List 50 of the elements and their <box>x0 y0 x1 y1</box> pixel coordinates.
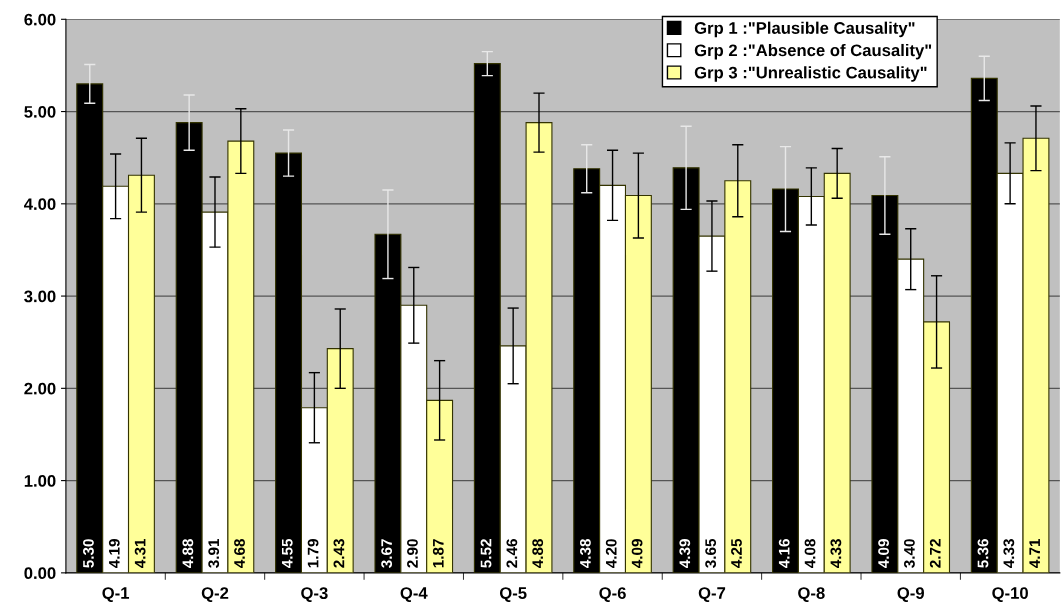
x-tick-label: Q-2 <box>201 587 229 603</box>
data-label: 5.36 <box>977 539 989 568</box>
data-label: 1.79 <box>307 539 319 568</box>
data-label: 4.55 <box>281 538 293 569</box>
x-tick-label: Q-4 <box>400 587 428 603</box>
x-tick-label: Q-1 <box>102 587 130 603</box>
data-label: 4.88 <box>532 538 544 569</box>
data-label: 4.31 <box>134 538 146 569</box>
data-label: 1.87 <box>432 539 444 568</box>
data-label: 3.65 <box>705 538 717 568</box>
data-label: 3.91 <box>208 538 220 568</box>
data-label: 5.52 <box>480 539 492 568</box>
data-label: 4.16 <box>778 539 790 569</box>
data-label: 4.33 <box>830 539 842 569</box>
legend-label: Grp 3 :"Unrealistic Causality" <box>694 66 927 82</box>
y-tick-label: 2.00 <box>24 382 56 395</box>
x-tick-label: Q-10 <box>992 587 1028 603</box>
data-label: 4.71 <box>1029 538 1040 569</box>
x-tick-label: Q-5 <box>499 587 527 603</box>
data-label: 2.90 <box>407 539 418 568</box>
data-label: 4.68 <box>234 538 245 569</box>
data-label: 2.46 <box>506 539 518 568</box>
data-label: 3.67 <box>381 539 393 568</box>
data-label: 4.20 <box>605 539 617 569</box>
data-label: 4.09 <box>878 539 889 569</box>
data-label: 4.08 <box>804 538 816 569</box>
data-label: 2.43 <box>333 539 345 568</box>
legend-label: Grp 2 :"Absence of Causality" <box>694 43 932 60</box>
y-tick-label: 0.00 <box>24 567 56 580</box>
data-label: 4.38 <box>579 538 591 569</box>
y-tick-label: 5.00 <box>24 105 56 118</box>
data-label: 4.88 <box>182 538 194 569</box>
data-label: 4.09 <box>631 539 643 569</box>
data-label: 2.72 <box>929 539 941 568</box>
data-label: 4.19 <box>108 539 120 569</box>
data-label: 5.30 <box>83 539 94 568</box>
data-label: 4.39 <box>679 539 691 569</box>
data-label: 3.40 <box>904 539 915 568</box>
x-tick-label: Q-6 <box>599 587 626 603</box>
x-tick-label: Q-7 <box>698 587 726 603</box>
y-tick-label: 4.00 <box>24 198 56 211</box>
x-tick-label: Q-3 <box>301 587 328 603</box>
legend-label: Grp 1 :"Plausible Causality" <box>694 21 915 38</box>
y-tick-label: 3.00 <box>24 290 56 303</box>
y-tick-label: 6.00 <box>24 13 56 26</box>
data-label: 4.25 <box>731 538 742 569</box>
x-tick-label: Q-8 <box>798 587 825 603</box>
y-tick-label: 1.00 <box>24 474 56 487</box>
data-label: 4.33 <box>1003 539 1015 569</box>
x-tick-label: Q-9 <box>897 587 924 603</box>
